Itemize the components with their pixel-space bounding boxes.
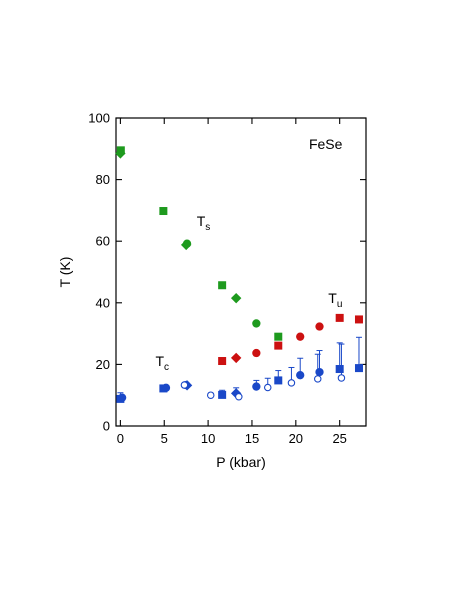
plot-frame (115, 117, 367, 427)
annotation-label: Tu (328, 290, 342, 310)
y-tick-label: 80 (96, 172, 110, 187)
data-point-tc-square (335, 365, 344, 374)
data-point-tc-square (274, 376, 283, 385)
axis-ticks: 0 5 10 15 20 25 0 20 40 60 80 100 (88, 111, 366, 446)
data-point-tu-square (274, 341, 283, 350)
data-point-tc-circle (337, 374, 346, 382)
data-point-tu-square (354, 315, 363, 324)
y-tick-label: 60 (96, 234, 110, 249)
x-axis-label: P (kbar) (216, 454, 266, 470)
data-point-tc-circle (264, 383, 272, 392)
data-point-tc-square (354, 364, 363, 373)
data-point-ts-square (159, 207, 168, 216)
x-tick-label: 15 (245, 431, 259, 446)
data-point-tc-circle (161, 383, 171, 392)
data-point-tu-circle (252, 348, 261, 358)
y-tick-label: 0 (103, 419, 110, 434)
data-point-tc-circle (287, 379, 296, 387)
y-axis-label: T (K) (57, 257, 73, 288)
data-point-ts-circle (252, 319, 261, 328)
x-tick-label: 10 (201, 431, 215, 446)
data-point-ts-diamond (115, 148, 126, 159)
data-point-ts-diamond (230, 292, 242, 304)
data-point-tu-square (335, 313, 344, 322)
x-tick-label: 5 (161, 431, 168, 446)
annotation-label: FeSe (309, 136, 343, 152)
data-point-tc-circle (314, 375, 322, 383)
data-marks (115, 146, 363, 403)
data-point-ts-square (218, 281, 227, 290)
data-point-tc-circle (296, 371, 305, 380)
data-point-ts-circle (182, 239, 192, 248)
data-point-ts-square (274, 332, 283, 341)
annotation-label: Ts (197, 213, 211, 233)
data-point-tc-circle (252, 382, 261, 391)
data-point-tu-circle (315, 322, 324, 331)
data-point-tc-circle (117, 393, 127, 402)
y-tick-label: 100 (88, 111, 110, 126)
annotations: FeSe Ts Tu Tc (155, 136, 342, 373)
y-tick-label: 40 (96, 295, 110, 310)
data-point-tu-circle (296, 332, 305, 341)
x-tick-label: 20 (289, 431, 303, 446)
x-tick-label: 0 (117, 431, 124, 446)
data-point-tu-diamond (230, 352, 242, 364)
data-point-tc-circle (180, 381, 189, 389)
data-point-tc-circle (235, 392, 243, 401)
annotation-label: Tc (155, 353, 169, 373)
data-point-tu-square (218, 357, 227, 366)
data-point-tc-circle (206, 391, 215, 399)
data-point-tc-circle (315, 367, 324, 377)
data-point-tc-square (218, 390, 227, 399)
x-tick-label: 25 (332, 431, 346, 446)
y-tick-label: 20 (96, 357, 110, 372)
